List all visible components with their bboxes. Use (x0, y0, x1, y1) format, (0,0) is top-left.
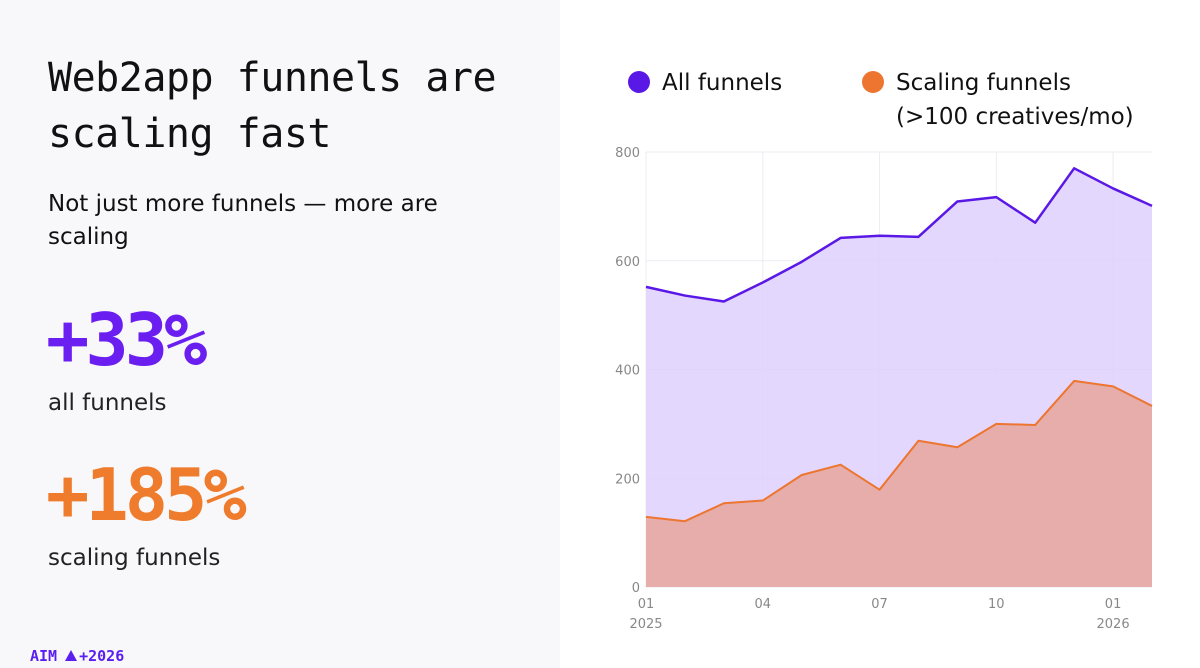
legend-label-scaling-line2: (>100 creatives/mo) (896, 104, 1134, 130)
y-tick-label: 600 (615, 255, 640, 270)
legend-label-scaling-line1: Scaling funnels (896, 70, 1071, 96)
scaling-funnels-area (646, 380, 1152, 587)
x-tick-label: 04 (754, 597, 771, 612)
stat-scaling-funnels-label: scaling funnels (48, 545, 221, 571)
subtitle: Not just more funnels — more are scaling (48, 191, 438, 250)
area-chart: 0 200 400 600 800 01 2025 04 07 10 01 2026 (615, 146, 1153, 632)
stat-scaling-funnels-value: +185% (46, 453, 247, 537)
brand-name: AIM (30, 647, 58, 665)
legend-label-all-funnels: All funnels (662, 70, 783, 96)
brand-logo: AIM +2026 (30, 647, 124, 665)
x-tick-label: 01 (638, 597, 655, 612)
page-title: Web2app funnels are scaling fast (48, 55, 497, 157)
triangle-icon (65, 650, 78, 661)
x-tick-year-label: 2025 (629, 617, 662, 632)
left-panel: Web2app funnels are scaling fast Not jus… (0, 0, 560, 668)
x-tick-label: 01 (1105, 597, 1122, 612)
y-tick-label: 800 (615, 146, 640, 161)
stat-all-funnels-label: all funnels (48, 390, 167, 416)
y-tick-label: 400 (615, 364, 640, 379)
scaling-funnels-line (645, 379, 1153, 523)
y-tick-label: 0 (632, 581, 640, 596)
legend-swatch-all-funnels (628, 71, 650, 93)
x-tick-year-label: 2026 (1097, 617, 1130, 632)
brand-tag: +2026 (79, 647, 125, 665)
legend-label-scaling-funnels: Scaling funnels (>100 creatives/mo) (896, 66, 1134, 134)
all-funnels-line (645, 167, 1153, 303)
x-tick-label: 07 (871, 597, 888, 612)
stat-all-funnels-value: +33% (46, 298, 207, 382)
y-tick-label: 200 (615, 472, 640, 487)
legend-swatch-scaling-funnels (862, 71, 884, 93)
x-tick-label: 10 (988, 597, 1005, 612)
